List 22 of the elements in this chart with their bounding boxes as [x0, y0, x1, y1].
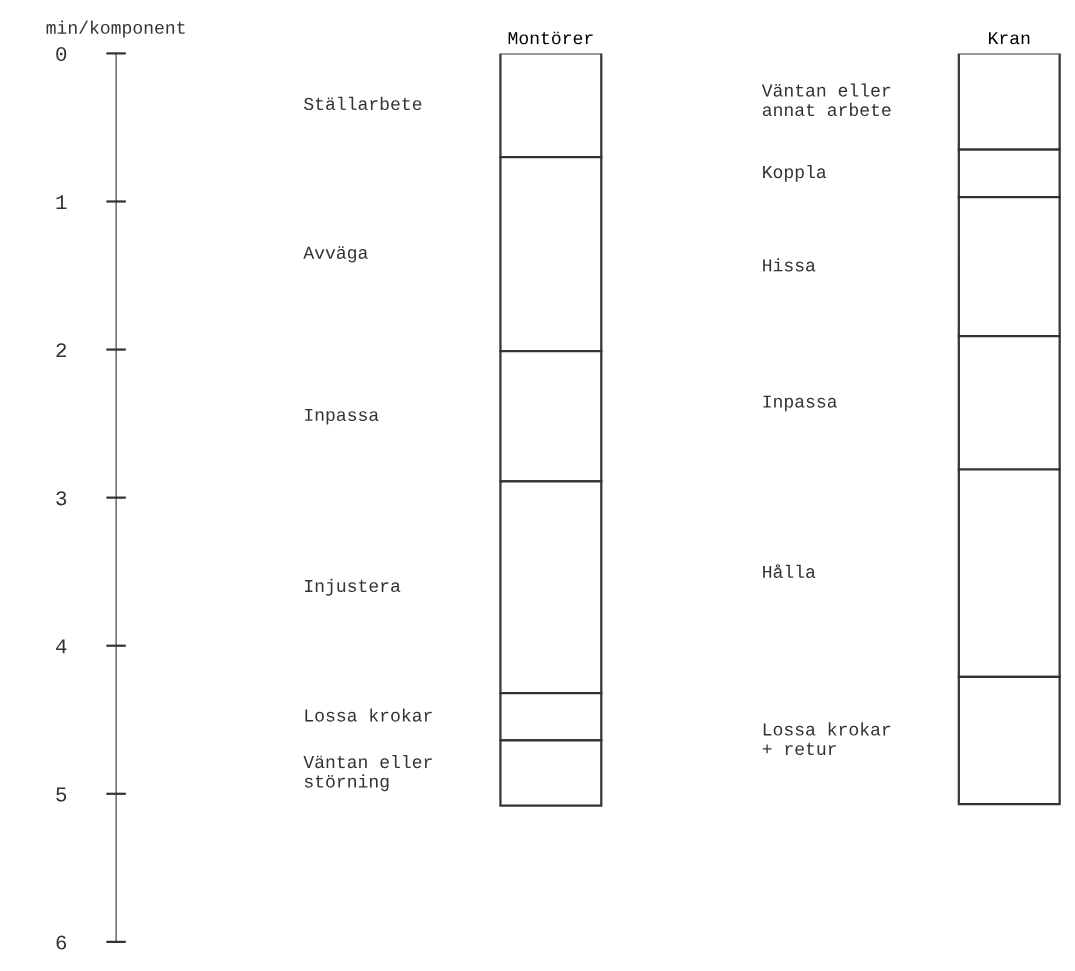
y-tick-label: 6 — [56, 935, 67, 950]
annotation: Lossa krokar + retur — [762, 722, 891, 756]
y-axis-title: min/komponent — [46, 20, 185, 38]
y-tick-label: 0 — [56, 47, 67, 62]
y-tick-label: 5 — [56, 787, 67, 802]
annotation: Avväga — [303, 246, 368, 263]
annotation: Inpassa — [305, 408, 379, 425]
annotation: Inpassa — [763, 395, 837, 412]
annotation: Hålla — [763, 564, 816, 578]
annotation: Ställarbete — [304, 96, 422, 111]
annotation: Väntan eller störning — [303, 754, 432, 792]
annotation: Väntan eller annat arbete — [761, 83, 891, 117]
y-tick-label: 2 — [56, 343, 67, 358]
y-tick-label: 1 — [56, 195, 67, 210]
x-tick-label: Kran — [989, 32, 1030, 45]
y-tick-label: 3 — [56, 491, 67, 506]
x-tick-label: Montörer — [508, 31, 593, 45]
annotation: Injustera — [305, 578, 401, 596]
y-tick-label: 4 — [56, 639, 67, 654]
annotation: Hissa — [763, 258, 816, 272]
annotation: Lossa krokar — [305, 708, 432, 722]
annotation: Koppla — [763, 164, 827, 182]
